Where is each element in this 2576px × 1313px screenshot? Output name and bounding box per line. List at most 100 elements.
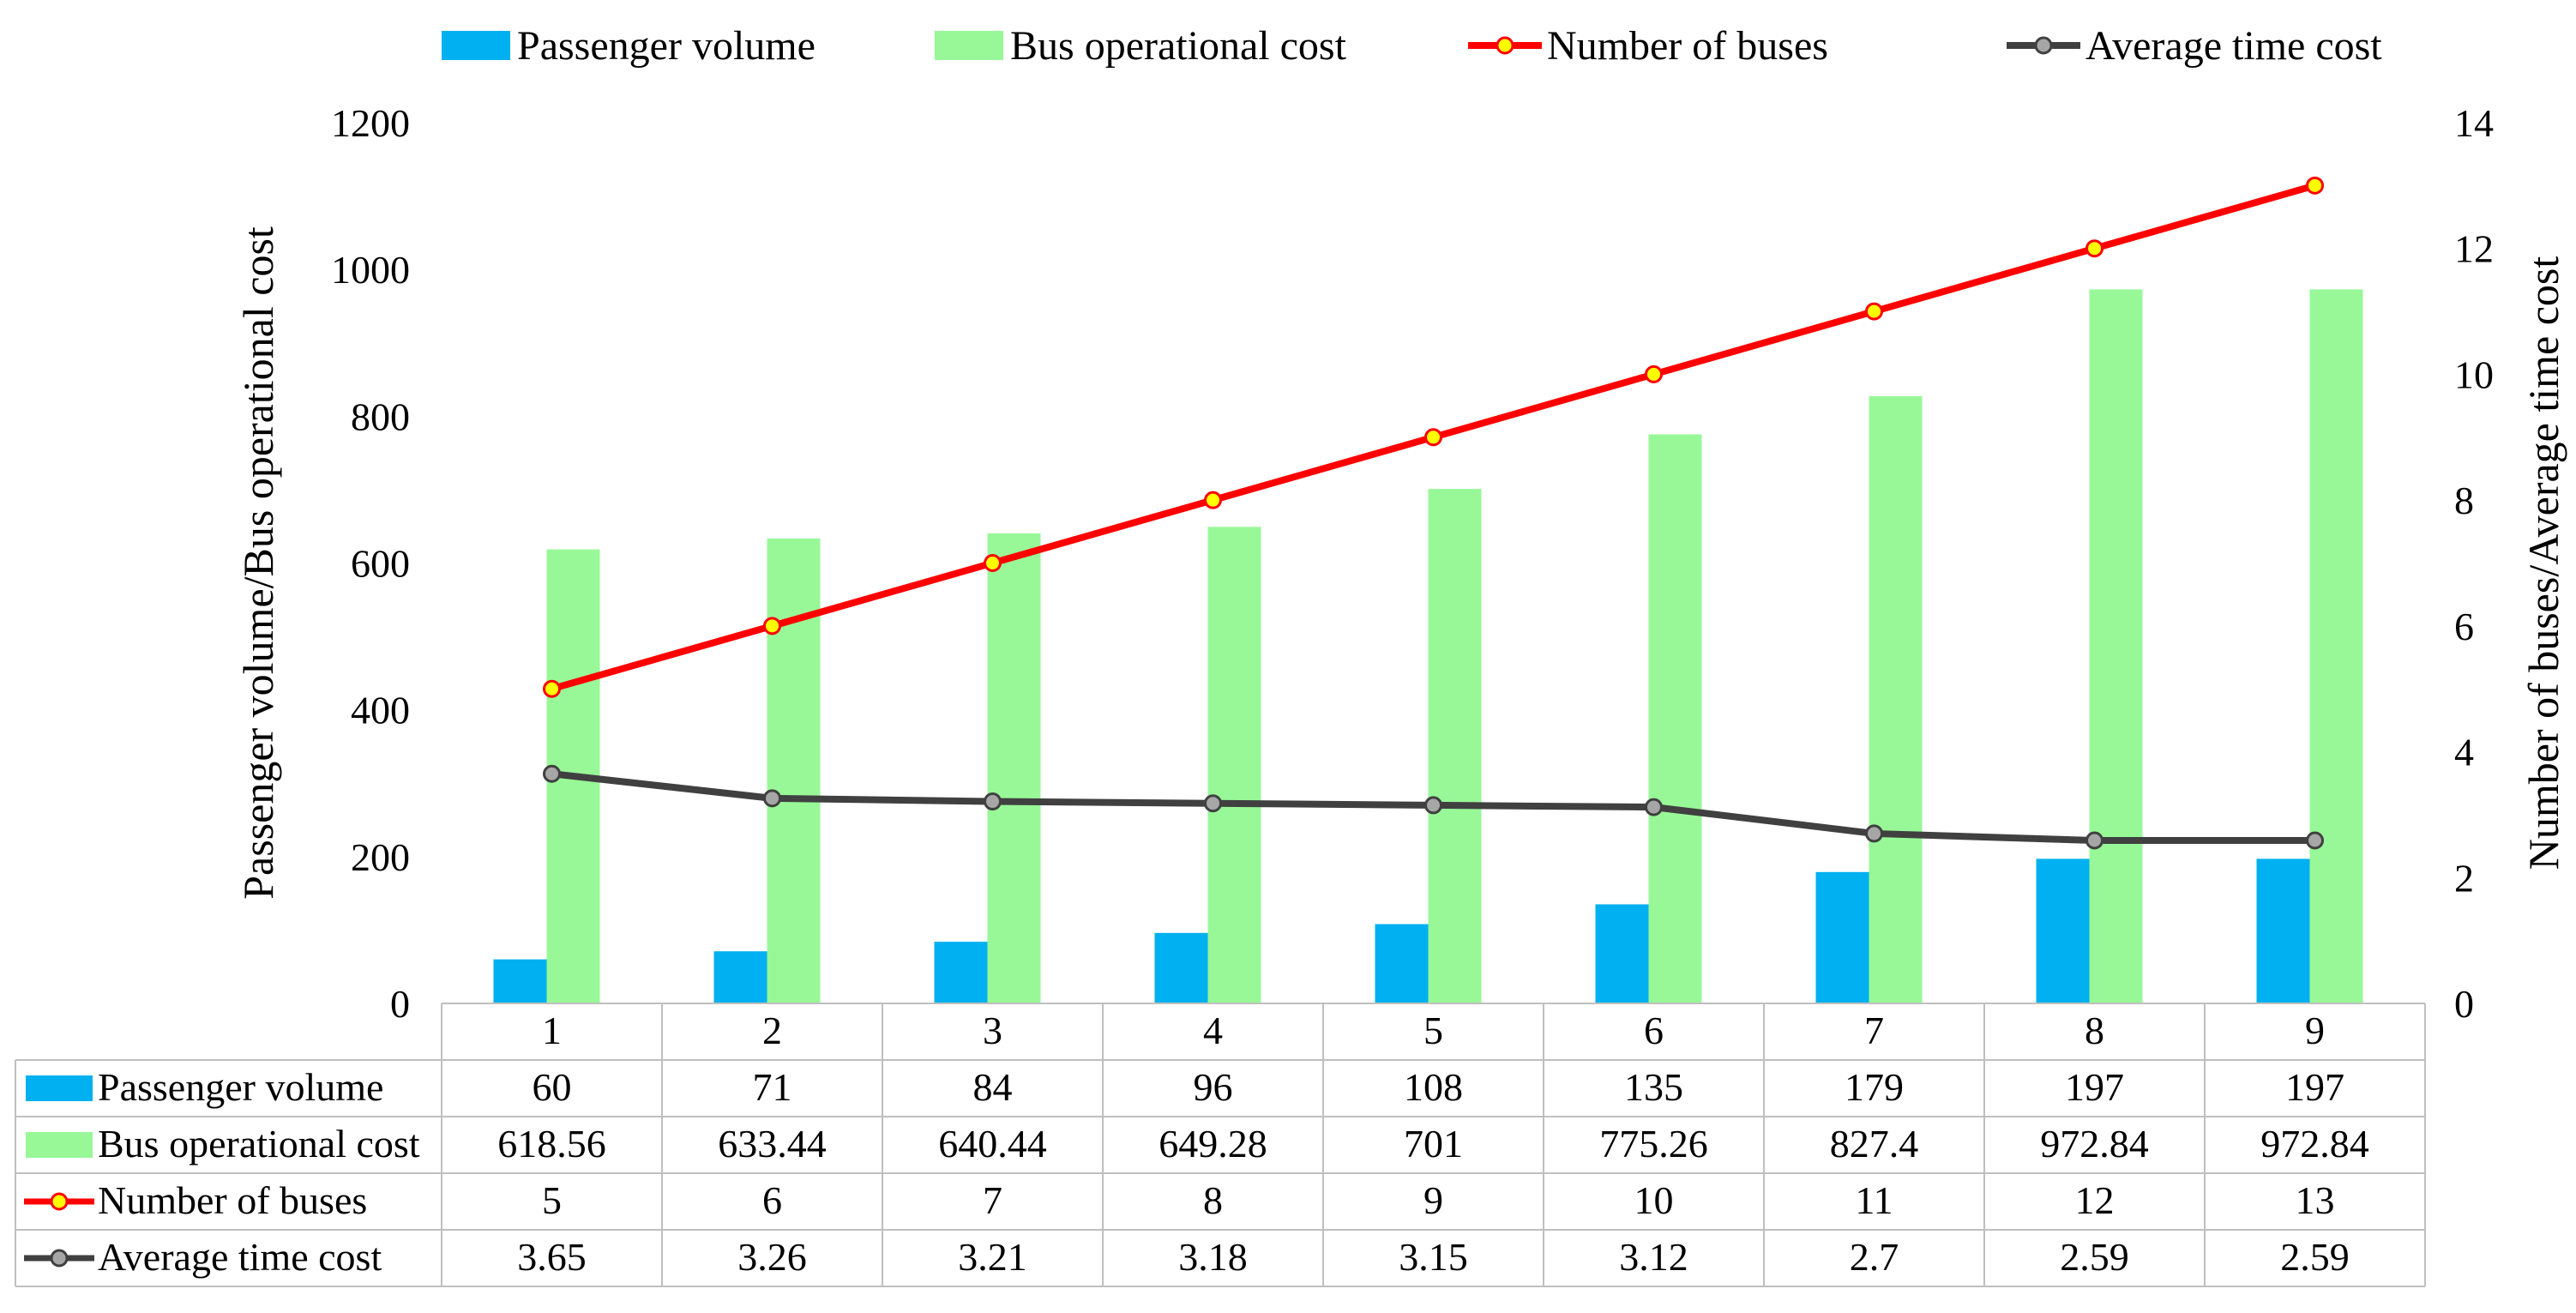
category-label: 2: [762, 1009, 782, 1052]
y-right-tick-label: 6: [2454, 605, 2474, 648]
table-cell-number-of-buses: 9: [1423, 1178, 1443, 1222]
y-left-tick-label: 800: [351, 395, 410, 438]
table-cell-average-time-cost: 3.15: [1399, 1235, 1468, 1279]
table-cell-passenger-volume: 60: [533, 1065, 572, 1109]
table-cell-number-of-buses: 12: [2075, 1178, 2115, 1222]
bar-passenger-volume-6: [1595, 904, 1649, 1003]
table-cell-bus-operational-cost: 640.44: [938, 1122, 1047, 1165]
table-cell-passenger-volume: 71: [753, 1065, 792, 1109]
table-cell-passenger-volume: 135: [1624, 1065, 1683, 1109]
bar-bus-operational-cost-3: [987, 533, 1041, 1003]
bar-passenger-volume-9: [2256, 858, 2310, 1003]
lines: [543, 176, 2324, 850]
bar-passenger-volume-5: [1375, 924, 1429, 1003]
point-number-of-buses-2: [763, 617, 781, 635]
point-number-of-buses-5: [1424, 428, 1442, 447]
table-cell-bus-operational-cost: 972.84: [2040, 1122, 2149, 1165]
y-right-tick-label: 4: [2454, 731, 2474, 774]
point-average-time-cost-5: [1424, 796, 1442, 815]
legend-marker-average-time-cost: [2034, 36, 2053, 55]
table-cell-average-time-cost: 2.59: [2280, 1235, 2350, 1279]
point-number-of-buses-8: [2085, 239, 2104, 258]
table-row-label-bus-operational-cost: Bus operational cost: [98, 1122, 420, 1165]
table-cell-bus-operational-cost: 775.26: [1599, 1122, 1708, 1165]
y-right-tick-label: 10: [2454, 352, 2494, 396]
table-swatch-passenger-volume: [26, 1075, 93, 1101]
category-label: 7: [1864, 1009, 1884, 1052]
table-cell-average-time-cost: 2.7: [1850, 1235, 1899, 1279]
table-cell-passenger-volume: 197: [2285, 1065, 2344, 1109]
table-cell-number-of-buses: 11: [1855, 1178, 1893, 1222]
legend-item-number-of-buses: Number of buses: [1468, 23, 1828, 69]
table-cell-average-time-cost: 3.18: [1178, 1235, 1248, 1279]
table-cell-number-of-buses: 5: [542, 1178, 562, 1222]
legend: Passenger volume Bus operational cost Numb…: [442, 23, 2382, 69]
legend-label-passenger-volume: Passenger volume: [517, 23, 816, 69]
category-label: 5: [1423, 1009, 1443, 1052]
legend-item-passenger-volume: Passenger volume: [442, 23, 816, 69]
y-left-tick-label: 1200: [331, 101, 410, 145]
legend-swatch-passenger-volume: [442, 31, 510, 60]
point-number-of-buses-1: [543, 679, 561, 698]
category-label: 1: [542, 1009, 562, 1052]
bar-bus-operational-cost-9: [2309, 289, 2363, 1003]
bar-passenger-volume-4: [1154, 932, 1208, 1003]
y-left-axis-title: Passenger volume/Bus operational cost: [234, 226, 282, 900]
table-cell-number-of-buses: 13: [2296, 1178, 2335, 1222]
y-left-tick-label: 1000: [331, 248, 410, 292]
y-left-tick-label: 200: [351, 835, 410, 879]
table-cell-number-of-buses: 6: [762, 1178, 782, 1222]
table-cell-bus-operational-cost: 827.4: [1830, 1122, 1919, 1165]
legend-item-bus-operational-cost: Bus operational cost: [935, 23, 1347, 69]
point-average-time-cost-3: [984, 792, 1002, 811]
bars: [493, 289, 2363, 1003]
table-swatch-bus-operational-cost: [26, 1132, 93, 1158]
table-cell-average-time-cost: 3.21: [958, 1235, 1027, 1279]
point-number-of-buses-9: [2306, 176, 2324, 195]
y-right-tick-label: 14: [2454, 101, 2494, 145]
bar-passenger-volume-2: [713, 951, 767, 1003]
category-label: 6: [1644, 1009, 1664, 1052]
y-left-tick-label: 400: [351, 689, 410, 732]
bar-bus-operational-cost-6: [1648, 434, 1702, 1003]
table-marker-average-time-cost: [50, 1249, 69, 1268]
table-cell-bus-operational-cost: 972.84: [2260, 1122, 2369, 1165]
point-number-of-buses-7: [1865, 302, 1883, 321]
point-average-time-cost-6: [1645, 798, 1663, 816]
table-cell-average-time-cost: 3.65: [517, 1235, 587, 1279]
bar-passenger-volume-3: [934, 942, 988, 1003]
point-average-time-cost-9: [2306, 831, 2324, 850]
table-cell-bus-operational-cost: 701: [1404, 1122, 1463, 1165]
legend-label-number-of-buses: Number of buses: [1547, 23, 1828, 69]
point-average-time-cost-8: [2085, 831, 2104, 850]
category-label: 9: [2305, 1009, 2325, 1052]
bar-bus-operational-cost-7: [1869, 395, 1923, 1003]
y-right-tick-label: 0: [2454, 982, 2474, 1026]
point-average-time-cost-2: [763, 789, 781, 808]
table-cell-number-of-buses: 8: [1203, 1178, 1223, 1222]
bar-bus-operational-cost-2: [767, 538, 821, 1003]
y-right-tick-label: 2: [2454, 856, 2474, 900]
point-average-time-cost-7: [1865, 824, 1883, 843]
bar-passenger-volume-7: [1815, 871, 1869, 1003]
y-left-tick-label: 0: [390, 982, 410, 1026]
table-cell-passenger-volume: 179: [1845, 1065, 1904, 1109]
table-cell-passenger-volume: 108: [1404, 1065, 1463, 1109]
y-right-tick-label: 12: [2454, 227, 2494, 271]
bar-bus-operational-cost-5: [1428, 489, 1482, 1003]
category-label: 8: [2085, 1009, 2104, 1052]
y-right-axis-title: Number of buses/Average time cost: [2519, 256, 2567, 870]
point-average-time-cost-4: [1204, 794, 1222, 813]
table-cell-passenger-volume: 197: [2065, 1065, 2124, 1109]
legend-item-average-time-cost: Average time cost: [2007, 23, 2382, 69]
category-label: 3: [983, 1009, 1002, 1052]
table-cell-bus-operational-cost: 649.28: [1159, 1122, 1267, 1165]
axes: 0 200 400 600 800 1000 1200 0 2 4 6 8 10 12 14 Passenge…: [234, 101, 2567, 1026]
legend-label-bus-operational-cost: Bus operational cost: [1010, 23, 1347, 69]
table-cell-bus-operational-cost: 633.44: [718, 1122, 827, 1165]
point-number-of-buses-4: [1204, 491, 1222, 509]
bar-bus-operational-cost-4: [1207, 527, 1261, 1003]
table-cell-bus-operational-cost: 618.56: [497, 1122, 606, 1165]
